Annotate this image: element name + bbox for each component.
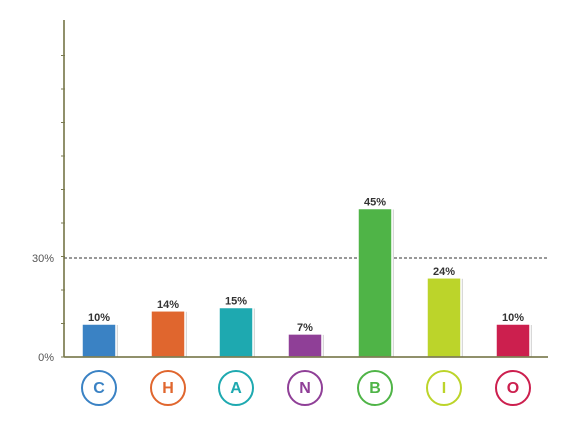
category-circle	[218, 370, 254, 406]
y-tick-label: 0%	[38, 352, 54, 364]
bar-o	[495, 323, 531, 358]
category-circle	[287, 370, 323, 406]
bar-c	[81, 323, 117, 358]
category-label: O	[507, 380, 519, 397]
bars-layer: 10% 14% 15% 7% 45% 24% 10%	[81, 197, 532, 358]
category-label: I	[442, 380, 446, 397]
bar-a	[218, 306, 254, 358]
axis-layer: 0% 30%	[32, 20, 548, 364]
bar-value-label: 7%	[297, 322, 313, 334]
y-tick-label: 30%	[32, 253, 54, 265]
category-label: A	[230, 380, 242, 397]
bar-value-label: 15%	[225, 296, 247, 308]
bar-i	[426, 277, 462, 358]
bar-n	[287, 333, 323, 358]
category-label: H	[162, 380, 174, 397]
category-circle	[495, 370, 531, 406]
category-circle	[426, 370, 462, 406]
category-circle	[357, 370, 393, 406]
category-circle	[81, 370, 117, 406]
bar-value-label: 14%	[157, 299, 179, 311]
category-label: N	[299, 380, 311, 397]
bar-value-label: 45%	[364, 197, 386, 209]
category-label: C	[93, 380, 105, 397]
bar-b	[357, 207, 393, 358]
bar-h	[150, 310, 186, 358]
category-label: B	[369, 380, 381, 397]
category-circle	[150, 370, 186, 406]
bar-value-label: 24%	[433, 266, 455, 278]
bar-value-label: 10%	[88, 312, 110, 324]
bar-value-label: 10%	[502, 312, 524, 324]
